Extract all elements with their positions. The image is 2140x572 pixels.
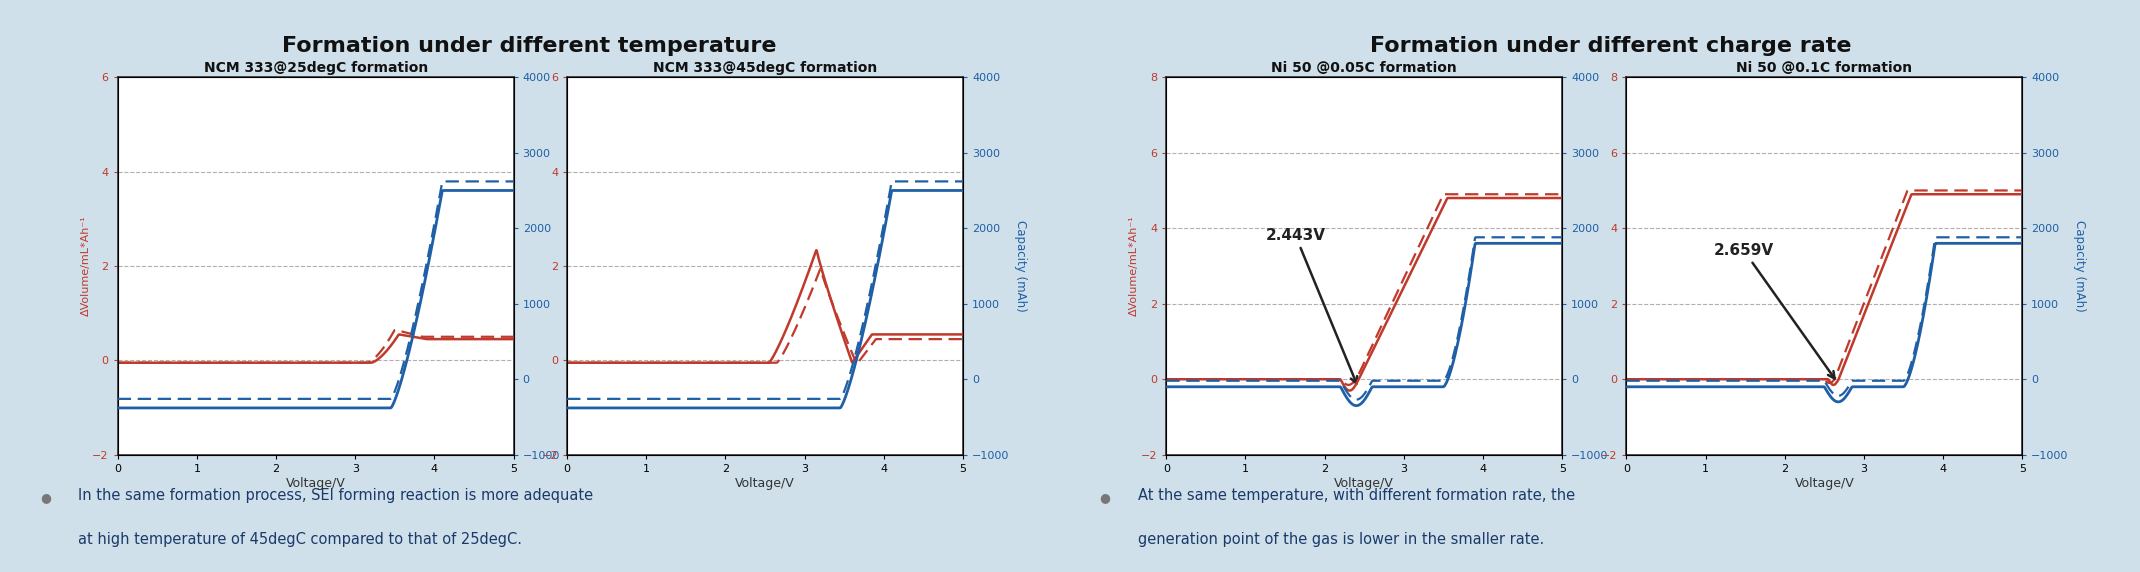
Text: Formation under different temperature: Formation under different temperature	[282, 36, 777, 55]
X-axis label: Voltage/V: Voltage/V	[1335, 476, 1393, 490]
Text: 2.659V: 2.659V	[1714, 243, 1834, 379]
X-axis label: Voltage/V: Voltage/V	[287, 476, 345, 490]
Text: At the same temperature, with different formation rate, the: At the same temperature, with different …	[1138, 488, 1575, 503]
Y-axis label: Capacity (mAh): Capacity (mAh)	[1014, 220, 1027, 312]
Text: 2.443V: 2.443V	[1265, 228, 1357, 383]
Y-axis label: ΔVolume/mL*Ah⁻¹: ΔVolume/mL*Ah⁻¹	[1130, 216, 1138, 316]
Title: NCM 333@45degC formation: NCM 333@45degC formation	[653, 61, 877, 75]
Text: generation point of the gas is lower in the smaller rate.: generation point of the gas is lower in …	[1138, 531, 1545, 546]
Text: ●: ●	[41, 491, 51, 505]
Title: Ni 50 @0.1C formation: Ni 50 @0.1C formation	[1736, 61, 1913, 75]
X-axis label: Voltage/V: Voltage/V	[1795, 476, 1853, 490]
Title: NCM 333@25degC formation: NCM 333@25degC formation	[203, 61, 428, 75]
Text: at high temperature of 45degC compared to that of 25degC.: at high temperature of 45degC compared t…	[77, 531, 522, 546]
Text: ●: ●	[1100, 491, 1111, 505]
Title: Ni 50 @0.05C formation: Ni 50 @0.05C formation	[1271, 61, 1457, 75]
Text: In the same formation process, SEI forming reaction is more adequate: In the same formation process, SEI formi…	[77, 488, 593, 503]
Y-axis label: ΔVolume/mL*Ah⁻¹: ΔVolume/mL*Ah⁻¹	[81, 216, 90, 316]
Text: Formation under different charge rate: Formation under different charge rate	[1370, 36, 1851, 55]
Y-axis label: Capacity (mAh): Capacity (mAh)	[2074, 220, 2086, 312]
X-axis label: Voltage/V: Voltage/V	[736, 476, 794, 490]
